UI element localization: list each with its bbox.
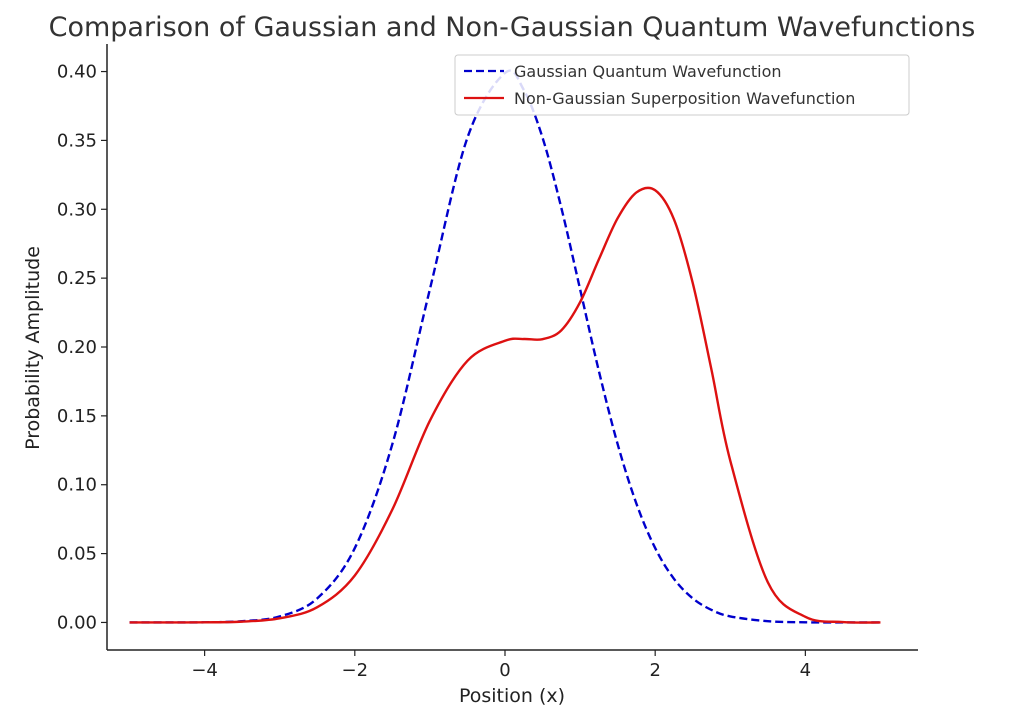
legend-box <box>454 54 910 116</box>
chart-title: Comparison of Gaussian and Non-Gaussian … <box>49 12 976 43</box>
plot-area <box>129 69 881 624</box>
x-tick-label: 2 <box>649 660 660 681</box>
y-tick-label: 0.25 <box>57 268 97 289</box>
y-tick-label: 0.10 <box>57 475 97 496</box>
x-tick-label: 0 <box>499 660 510 681</box>
y-tick-label: 0.15 <box>57 406 97 427</box>
x-tick-label: 4 <box>800 660 811 681</box>
y-axis-label: Probability Amplitude <box>22 246 44 450</box>
y-tick-label: 0.30 <box>57 199 97 220</box>
legend: Gaussian Quantum Wavefunction Non-Gaussi… <box>454 54 910 116</box>
y-axis-ticks: 0.00 0.05 0.10 0.15 0.20 0.25 0.30 0.35 0.40 <box>57 62 107 633</box>
y-tick-label: 0.00 <box>57 612 97 633</box>
x-tick-label: −2 <box>342 660 369 681</box>
x-axis-label: Position (x) <box>459 685 565 707</box>
x-tick-label: −4 <box>191 660 218 681</box>
y-tick-label: 0.05 <box>57 544 97 565</box>
y-tick-label: 0.20 <box>57 337 97 358</box>
series-line-non-gaussian <box>129 186 881 624</box>
legend-label-gaussian: Gaussian Quantum Wavefunction <box>514 62 782 81</box>
y-tick-label: 0.35 <box>57 130 97 151</box>
legend-label-non-gaussian: Non-Gaussian Superposition Wavefunction <box>514 89 855 108</box>
y-tick-label: 0.40 <box>57 62 97 83</box>
x-axis-ticks: −4 −2 0 2 4 <box>191 650 811 681</box>
series-line-gaussian <box>129 69 881 624</box>
